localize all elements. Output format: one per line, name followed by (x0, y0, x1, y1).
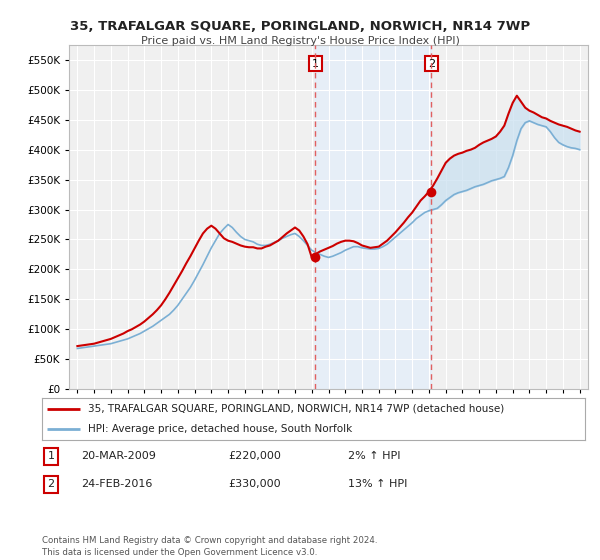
Text: Price paid vs. HM Land Registry's House Price Index (HPI): Price paid vs. HM Land Registry's House … (140, 36, 460, 46)
Text: 1: 1 (312, 59, 319, 68)
Text: 24-FEB-2016: 24-FEB-2016 (81, 479, 152, 489)
Bar (315, 45, 431, 389)
Text: 20-MAR-2009: 20-MAR-2009 (81, 451, 156, 461)
Text: 2% ↑ HPI: 2% ↑ HPI (348, 451, 401, 461)
Text: 35, TRAFALGAR SQUARE, PORINGLAND, NORWICH, NR14 7WP: 35, TRAFALGAR SQUARE, PORINGLAND, NORWIC… (70, 20, 530, 32)
Text: £220,000: £220,000 (228, 451, 281, 461)
Text: Contains HM Land Registry data © Crown copyright and database right 2024.
This d: Contains HM Land Registry data © Crown c… (42, 536, 377, 557)
Text: 35, TRAFALGAR SQUARE, PORINGLAND, NORWICH, NR14 7WP (detached house): 35, TRAFALGAR SQUARE, PORINGLAND, NORWIC… (88, 404, 505, 414)
Text: £330,000: £330,000 (228, 479, 281, 489)
Text: 2: 2 (47, 479, 55, 489)
Text: 1: 1 (47, 451, 55, 461)
Text: 13% ↑ HPI: 13% ↑ HPI (348, 479, 407, 489)
Text: HPI: Average price, detached house, South Norfolk: HPI: Average price, detached house, Sout… (88, 424, 352, 434)
Text: 2: 2 (428, 59, 435, 68)
